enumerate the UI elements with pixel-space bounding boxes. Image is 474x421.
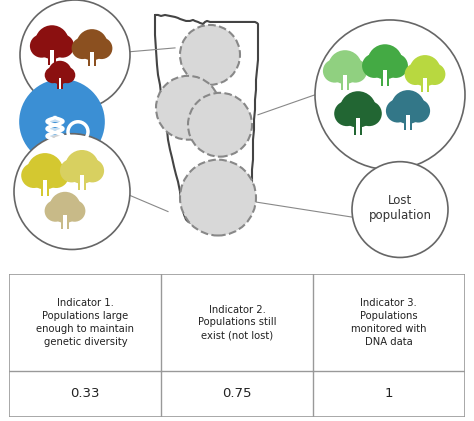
Bar: [50, 50, 54, 65]
Circle shape: [356, 101, 382, 126]
Bar: [406, 115, 410, 131]
Bar: [65, 164, 99, 177]
Bar: [88, 52, 96, 66]
Text: Indicator 2.
Populations still
exist (not lost): Indicator 2. Populations still exist (no…: [198, 304, 276, 340]
Circle shape: [51, 35, 74, 58]
Bar: [35, 40, 69, 53]
Circle shape: [315, 20, 465, 170]
Circle shape: [27, 153, 63, 189]
Circle shape: [180, 160, 256, 235]
Circle shape: [72, 37, 93, 59]
Circle shape: [180, 25, 240, 85]
Circle shape: [367, 44, 402, 79]
Circle shape: [45, 67, 61, 83]
Bar: [367, 59, 402, 72]
Bar: [354, 118, 362, 135]
Circle shape: [30, 35, 53, 58]
Circle shape: [20, 0, 130, 110]
Circle shape: [328, 50, 362, 84]
Circle shape: [424, 64, 446, 85]
Bar: [391, 104, 425, 117]
Bar: [381, 70, 389, 86]
Bar: [78, 175, 86, 190]
Bar: [49, 205, 81, 217]
Circle shape: [65, 150, 99, 184]
Bar: [80, 175, 84, 190]
Circle shape: [386, 99, 410, 123]
Circle shape: [76, 29, 108, 60]
Circle shape: [81, 159, 104, 182]
Circle shape: [340, 91, 376, 128]
Bar: [57, 78, 63, 88]
Bar: [90, 52, 94, 66]
Circle shape: [407, 99, 430, 123]
Bar: [48, 50, 56, 65]
Circle shape: [391, 90, 425, 124]
Circle shape: [20, 80, 104, 164]
Bar: [423, 78, 427, 92]
Bar: [59, 78, 61, 88]
Circle shape: [334, 101, 359, 126]
Bar: [27, 168, 63, 182]
Bar: [341, 75, 349, 91]
Circle shape: [48, 61, 72, 84]
Circle shape: [21, 163, 46, 188]
Circle shape: [59, 67, 75, 83]
Text: 0.33: 0.33: [71, 387, 100, 400]
Bar: [410, 68, 441, 80]
Circle shape: [64, 200, 85, 222]
Bar: [63, 215, 67, 229]
Circle shape: [60, 159, 83, 182]
Circle shape: [410, 55, 441, 86]
Circle shape: [45, 200, 66, 222]
Circle shape: [49, 192, 81, 223]
Text: Lost
population: Lost population: [368, 194, 431, 221]
Circle shape: [91, 37, 112, 59]
FancyBboxPatch shape: [9, 274, 465, 417]
Circle shape: [44, 163, 69, 188]
Circle shape: [362, 54, 386, 78]
Circle shape: [405, 64, 426, 85]
Text: 0.75: 0.75: [222, 387, 252, 400]
Bar: [404, 115, 412, 131]
Text: Indicator 1.
Populations large
enough to maintain
genetic diversity: Indicator 1. Populations large enough to…: [36, 298, 134, 346]
Circle shape: [188, 93, 252, 157]
Bar: [41, 180, 49, 196]
Circle shape: [14, 134, 130, 250]
Bar: [76, 43, 108, 54]
Bar: [421, 78, 428, 92]
Bar: [340, 107, 376, 120]
Circle shape: [35, 25, 69, 59]
Bar: [383, 70, 387, 86]
Text: 1: 1: [384, 387, 393, 400]
Bar: [356, 118, 360, 135]
Circle shape: [352, 162, 448, 258]
Circle shape: [323, 59, 346, 83]
Text: Indicator 3.
Populations
monitored with
DNA data: Indicator 3. Populations monitored with …: [351, 298, 427, 346]
Bar: [343, 75, 347, 91]
Bar: [43, 180, 47, 196]
Circle shape: [344, 59, 367, 83]
Bar: [328, 64, 362, 77]
Bar: [62, 215, 69, 229]
Circle shape: [156, 76, 220, 140]
Circle shape: [383, 54, 408, 78]
Bar: [48, 71, 72, 80]
